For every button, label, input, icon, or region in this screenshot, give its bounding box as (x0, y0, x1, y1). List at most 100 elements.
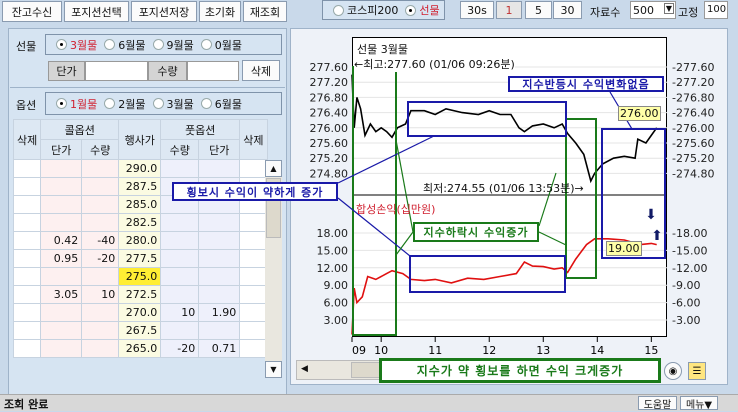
cell-strike[interactable]: 275.0 (118, 267, 162, 286)
cell-put-qty[interactable]: 10 (160, 303, 200, 322)
radio-label: 6월물 (118, 38, 146, 52)
cell-call-qty[interactable]: -40 (81, 231, 120, 250)
cell-strike[interactable]: 280.0 (118, 231, 162, 250)
cell-strike[interactable]: 285.0 (118, 195, 162, 214)
help-button[interactable]: 도움말 (638, 396, 677, 411)
futures-price-input[interactable] (85, 61, 148, 81)
receive-balance-button[interactable]: 잔고수신 (2, 1, 62, 22)
x-tick-label: 15 (644, 344, 658, 357)
cell-call-qty[interactable] (81, 267, 120, 286)
cell-strike[interactable]: 267.5 (118, 321, 162, 340)
cell-del[interactable] (239, 321, 268, 340)
options-month-radio-1[interactable] (104, 98, 116, 109)
status-text: 조회 완료 (4, 398, 49, 411)
record-icon[interactable]: ◉ (664, 362, 682, 380)
table-row[interactable]: 270.0 10 1.90 (12, 303, 268, 322)
scroll-left-icon[interactable]: ◀ (301, 364, 308, 374)
interval-30s-button[interactable]: 30s (460, 1, 494, 19)
select-position-button[interactable]: 포지션선택 (64, 1, 129, 22)
cell-strike[interactable]: 265.0 (118, 339, 162, 358)
cell-put-price[interactable] (198, 231, 241, 250)
cell-call-price[interactable] (40, 303, 83, 322)
cell-call-qty[interactable] (81, 195, 120, 214)
futures-delete-button[interactable]: 삭제 (242, 60, 280, 81)
table-row[interactable]: 3.05 10 272.5 (12, 285, 268, 304)
annotation-sideways-strong: 지수가 약 횡보를 하면 수익 크게증가 (379, 358, 661, 383)
cell-strike[interactable]: 272.5 (118, 285, 162, 304)
table-row[interactable]: 0.42 -40 280.0 (12, 231, 268, 250)
reset-button[interactable]: 초기화 (199, 1, 241, 22)
options-month-radio-2[interactable] (152, 98, 164, 109)
cell-strike[interactable]: 282.5 (118, 213, 162, 232)
cell-call-price[interactable]: 0.95 (40, 249, 83, 268)
interval-1-button[interactable]: 1 (496, 1, 522, 19)
cell-call-price[interactable]: 0.42 (40, 231, 83, 250)
cell-call-qty[interactable]: -20 (81, 249, 120, 268)
options-month-radio-3[interactable] (200, 98, 212, 109)
source-radio-kospi200[interactable] (333, 4, 344, 16)
y-tick-left: 276.40 (310, 107, 349, 120)
cell-strike[interactable]: 270.0 (118, 303, 162, 322)
cell-put-price[interactable] (198, 249, 241, 268)
cell-del[interactable] (12, 249, 42, 268)
cell-strike[interactable]: 290.0 (118, 159, 162, 178)
cell-del[interactable] (12, 213, 42, 232)
table-row[interactable]: 290.0 (12, 159, 268, 178)
y-tick-right: -6.00 (672, 297, 700, 310)
options-month-radio-0[interactable] (56, 98, 67, 109)
cell-put-qty[interactable] (160, 321, 200, 340)
cell-del[interactable] (239, 339, 268, 358)
futures-month-radio-0[interactable] (56, 39, 67, 50)
cell-del[interactable] (12, 159, 42, 178)
cell-del[interactable] (239, 159, 268, 178)
cell-del[interactable] (12, 303, 42, 322)
count-select[interactable]: 500 ▼ (630, 1, 676, 19)
cell-put-qty[interactable] (160, 285, 200, 304)
fixed-input[interactable]: 100 (704, 1, 728, 19)
cell-call-qty[interactable] (81, 339, 120, 358)
futures-label: 선물 (16, 40, 37, 53)
table-row[interactable]: 265.0 -20 0.71 (12, 339, 268, 358)
cell-put-price[interactable]: 1.90 (198, 303, 241, 322)
annotation-box-blue (409, 255, 566, 293)
y-tick-right: -275.60 (672, 137, 714, 150)
menu-button[interactable]: 메뉴▼ (680, 396, 718, 411)
cell-del[interactable] (239, 249, 268, 268)
annotation-connector (337, 135, 435, 184)
chevron-down-icon[interactable]: ▼ (663, 3, 674, 14)
cell-call-price[interactable] (40, 339, 83, 358)
radio-label: 코스피200 (347, 4, 399, 17)
futures-qty-input[interactable] (187, 61, 239, 81)
cell-del[interactable] (239, 285, 268, 304)
cell-del[interactable] (12, 321, 42, 340)
y-tick-right: -15.00 (672, 244, 707, 257)
cell-strike[interactable]: 287.5 (118, 177, 162, 196)
cell-del[interactable] (12, 231, 42, 250)
list-icon[interactable]: ☰ (688, 362, 706, 380)
cell-del[interactable] (12, 339, 42, 358)
table-row[interactable]: 0.95 -20 277.5 (12, 249, 268, 268)
cell-put-price[interactable] (198, 285, 241, 304)
cell-put-price[interactable] (198, 267, 241, 286)
table-row[interactable]: 267.5 (12, 321, 268, 340)
cell-call-price[interactable]: 3.05 (40, 285, 83, 304)
save-position-button[interactable]: 포지션저장 (131, 1, 197, 22)
cell-strike[interactable]: 277.5 (118, 249, 162, 268)
futures-month-radio-2[interactable] (152, 39, 164, 50)
scroll-up-icon[interactable]: ▲ (265, 160, 282, 177)
cell-del[interactable] (12, 285, 42, 304)
requery-button[interactable]: 재조회 (243, 1, 287, 22)
radio-label: 9월물 (166, 38, 194, 52)
table-row[interactable]: 282.5 (12, 213, 268, 232)
futures-month-radio-1[interactable] (104, 39, 116, 50)
scroll-down-icon[interactable]: ▼ (265, 361, 282, 378)
interval-5-button[interactable]: 5 (525, 1, 552, 19)
source-radio-futures[interactable] (405, 4, 417, 16)
interval-30-button[interactable]: 30 (553, 1, 582, 19)
cell-call-price[interactable] (40, 321, 83, 340)
cell-put-qty[interactable] (160, 249, 200, 268)
cell-del[interactable] (12, 195, 42, 214)
futures-month-radio-3[interactable] (200, 39, 212, 50)
cell-call-qty[interactable]: 10 (81, 285, 120, 304)
cell-put-qty[interactable] (160, 231, 200, 250)
